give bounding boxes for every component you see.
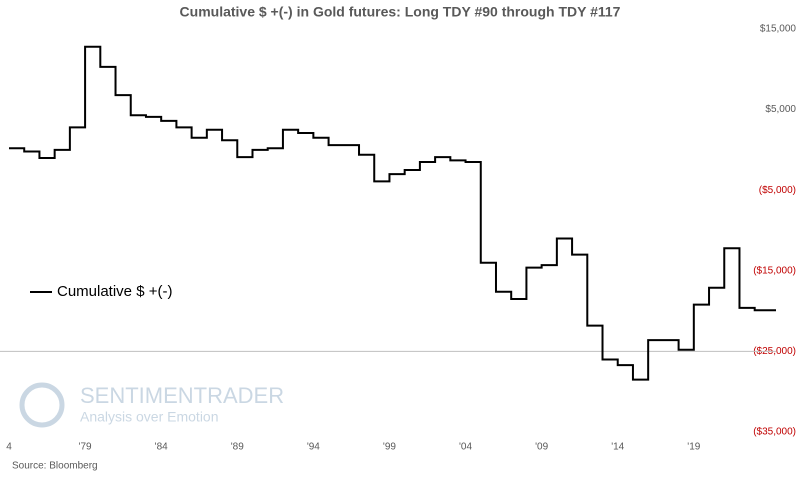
x-tick-label: '09	[535, 442, 548, 453]
y-tick-label: ($15,000)	[753, 265, 796, 276]
watermark: SENTIMENTRADER Analysis over Emotion	[19, 382, 284, 428]
x-tick-label: '84	[155, 442, 168, 453]
x-tick-label: '14	[611, 442, 624, 453]
x-tick-label: '19	[687, 442, 700, 453]
watermark-logo	[19, 382, 65, 428]
y-tick-label: ($5,000)	[759, 185, 796, 196]
watermark-tagline: Analysis over Emotion	[80, 409, 219, 425]
watermark-name: SENTIMENTRADER	[80, 383, 284, 408]
x-tick-label: '99	[383, 442, 396, 453]
y-tick-label: $5,000	[765, 104, 796, 115]
x-tick-label: '79	[79, 442, 92, 453]
x-tick-label: '89	[231, 442, 244, 453]
x-tick-label: 4	[6, 442, 12, 453]
y-tick-label: ($35,000)	[753, 427, 796, 438]
x-tick-label: '04	[459, 442, 472, 453]
legend-label: Cumulative $ +(-)	[57, 283, 172, 300]
x-tick-label: '94	[307, 442, 320, 453]
source: Source: Bloomberg	[12, 461, 98, 472]
series-line	[9, 45, 776, 381]
y-tick-label: $15,000	[760, 24, 797, 35]
chart-title: Cumulative $ +(-) in Gold futures: Long …	[180, 4, 621, 20]
